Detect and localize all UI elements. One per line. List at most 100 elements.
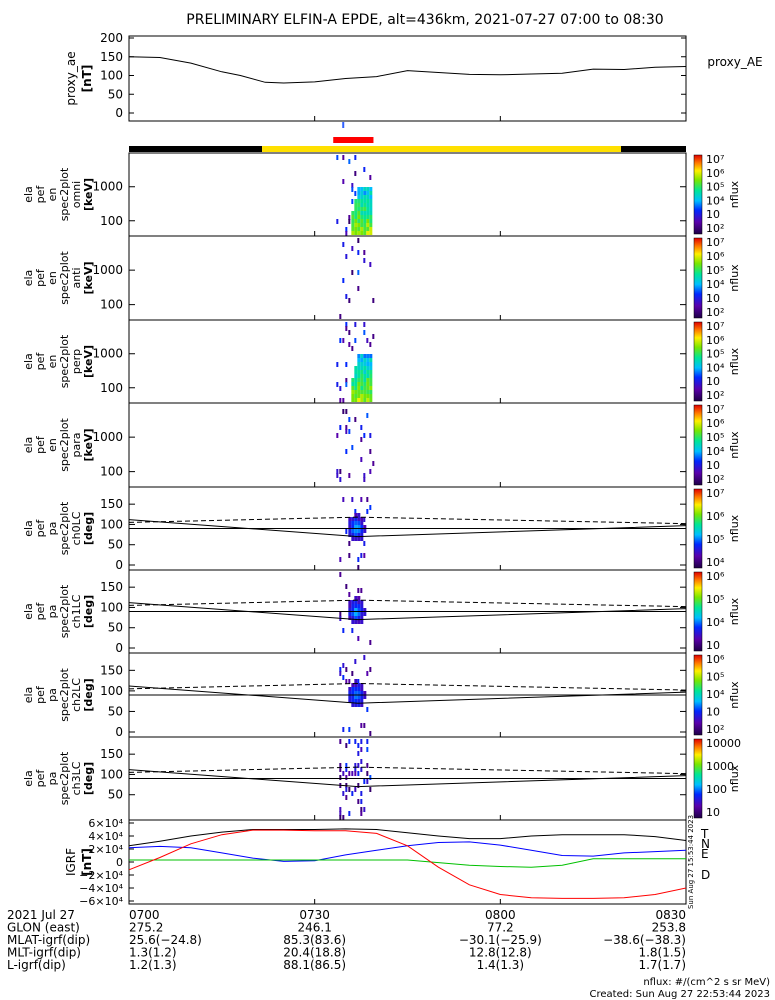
spectrogram-cell [348,787,350,792]
spectrogram-cell [351,398,354,402]
spectrogram-cell [366,497,368,502]
spectrogram-cell [357,195,360,199]
spectrogram-cell [366,398,369,402]
colorbar-tick-label: 10000 [706,737,741,750]
panel-data-energy-anti [339,238,374,319]
spectrogram-cell [366,739,368,744]
panel-tick-label: 1000 [92,263,123,277]
spectrogram-cell [363,219,366,223]
proxy-ae-tick-label: 100 [100,69,123,83]
spectrogram-cell [345,326,347,331]
panel-tick-label: 150 [100,497,123,511]
spectrogram-cell [366,747,368,752]
spectrogram-cell [363,390,366,394]
plot-title: PRELIMINARY ELFIN-A EPDE, alt=436km, 202… [186,12,663,28]
spectrogram-cell [357,398,360,402]
spectrogram-cell [363,250,365,255]
spectrogram-cell [360,219,363,223]
spectrogram-cell [372,461,374,466]
proxy-ae-legend: proxy_AE [707,55,762,69]
footer-row-value: 1.4(1.3) [477,958,525,972]
spectrogram-cell [363,723,365,728]
spectrogram-cell [360,739,362,744]
spectrogram-cell [366,763,368,768]
spectrogram-cell [351,211,354,215]
igrf-tick-label: −6×10⁴ [79,895,123,908]
spectrogram-cell [357,207,360,211]
spectrogram-cell [369,433,371,438]
spectrogram-cell [357,537,360,541]
colorbar-tick-label: 10⁴ [706,278,725,291]
panel-data-pa-ch1 [339,572,371,645]
panel-ylabel-line: [deg] [82,678,95,711]
colorbar-pa-ch0 [694,489,702,568]
spectrogram-cell [354,739,356,744]
spectrogram-cell [357,771,359,776]
footer-row-value: 1.7(1.7) [638,958,686,972]
spectrogram-cell [366,378,369,382]
panel-data-pa-ch3 [339,739,371,820]
spectrogram-cell [363,207,366,211]
spectrogram-cell [357,588,359,593]
spectrogram-cell [351,620,354,624]
colorbar-label: nflux [728,514,741,542]
status-bar-black-right [621,146,686,152]
spectrogram-cell [360,358,363,362]
spectrogram-cell [348,159,350,164]
spectrogram-cell [360,620,363,624]
spectrogram-cell [360,553,362,558]
spectrogram-cell [351,219,354,223]
spectrogram-cell [336,155,338,160]
spectrogram-cell [360,799,362,804]
spectrogram-cell [357,370,360,374]
colorbar-tick-label: 10⁳ [706,639,720,652]
colorbar-tick-label: 10⁵ [706,181,724,194]
spectrogram-cell [345,449,347,454]
spectrogram-cell [354,771,356,776]
spectrogram-cell [345,294,347,299]
panel-tick-label: 100 [100,600,123,614]
spectrogram-cell [360,394,363,398]
spectrogram-cell [339,477,341,482]
panel-frame-energy-para [129,403,686,487]
spectrogram-cell [360,191,363,195]
colorbar-tick-label: 10⁳ [706,292,720,305]
spectrogram-cell [366,195,369,199]
panel-ylabel-line: [deg] [82,595,95,628]
spectrogram-cell [369,203,372,207]
spectrogram-cell [360,362,363,366]
spectrogram-cell [369,398,372,402]
spectrogram-cell [357,199,360,203]
spectrogram-cell [360,759,362,764]
spectrogram-cell [342,771,344,776]
spectrogram-cell [369,667,371,672]
spectrogram-cell [360,767,362,772]
colorbar-tick-label: 10⁴ [706,616,725,629]
spectrogram-cell [360,398,363,402]
footer-row-value: 1.2(1.3) [129,958,177,972]
spectrogram-cell [354,699,357,703]
panel-data-energy-para [336,409,374,482]
spectrogram-cell [336,473,338,478]
spectrogram-cell [348,612,351,616]
panel-tick-label: 100 [100,298,123,312]
spectrogram-cell [360,227,363,231]
spectrogram-cell [354,374,357,378]
spectrogram-cell [354,659,356,664]
spectrogram-cell [369,374,372,378]
colorbar-tick-label: 10 [706,806,720,819]
science-zone-bar [333,137,373,143]
spectrogram-cell [369,787,371,792]
spectrogram-cell [345,362,347,367]
spectrogram-cell [348,553,350,558]
spectrogram-cell [366,362,369,366]
spectrogram-cell [354,398,357,402]
spectrogram-cell [366,779,368,784]
spectrogram-cell [354,207,357,211]
spectrogram-cell [369,342,371,347]
colorbar-tick-label: 10⁳ [706,375,720,388]
spectrogram-cell [366,394,369,398]
spectrogram-cell [360,588,362,593]
proxy-ae-ylabel: proxy_ae [64,51,78,105]
colorbar-pa-ch3 [694,739,702,818]
